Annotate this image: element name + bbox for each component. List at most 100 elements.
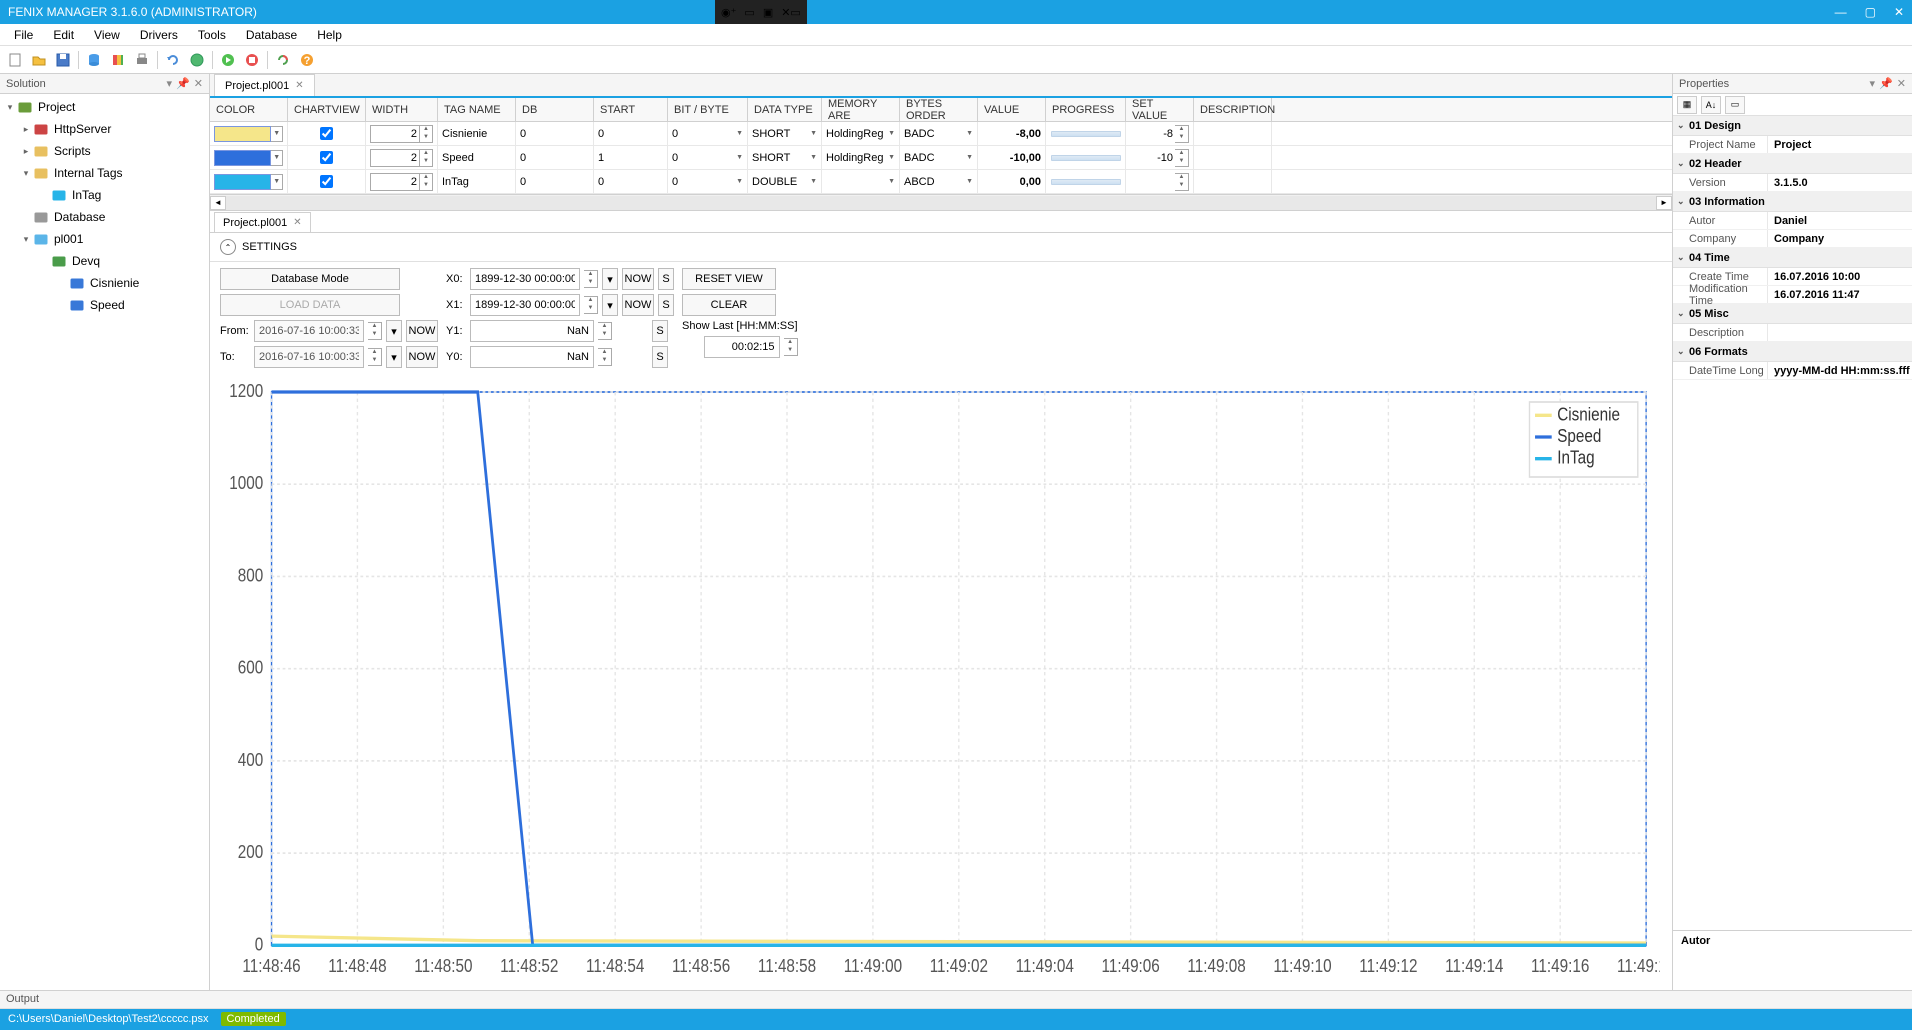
memoryarea-dropdown[interactable]: HoldingReg▼ bbox=[826, 128, 895, 140]
to-input[interactable] bbox=[254, 346, 364, 368]
table-row[interactable]: ▼ ▲▼ Speed 0 1 0▼ SHORT▼ HoldingReg▼ BAD… bbox=[210, 146, 1672, 170]
show-last-input[interactable] bbox=[704, 336, 780, 358]
y0-input[interactable] bbox=[470, 346, 594, 368]
memoryarea-dropdown[interactable]: HoldingReg▼ bbox=[826, 152, 895, 164]
undo-icon[interactable] bbox=[162, 49, 184, 71]
color-swatch[interactable] bbox=[214, 126, 271, 142]
db-blue-icon[interactable] bbox=[83, 49, 105, 71]
col-color[interactable]: COLOR bbox=[210, 98, 288, 121]
prop-page-icon[interactable]: ▭ bbox=[1725, 96, 1745, 114]
menu-view[interactable]: View bbox=[84, 25, 130, 45]
prop-row[interactable]: Project NameProject bbox=[1673, 136, 1912, 154]
color-swatch[interactable] bbox=[214, 174, 271, 190]
prop-row[interactable]: Version3.1.5.0 bbox=[1673, 174, 1912, 192]
prop-pin2-icon[interactable]: 📌 bbox=[1879, 77, 1893, 90]
tree-node-httpserver[interactable]: ▸HttpServer bbox=[2, 118, 207, 140]
color-dropdown[interactable]: ▼ bbox=[271, 174, 283, 190]
save-icon[interactable] bbox=[52, 49, 74, 71]
prop-close-icon[interactable]: ✕ bbox=[1897, 77, 1906, 90]
tree-node-cisnienie[interactable]: Cisnienie bbox=[2, 272, 207, 294]
x0-spinner[interactable]: ▲▼ bbox=[584, 270, 598, 288]
chartview-checkbox[interactable] bbox=[320, 175, 333, 188]
chartview-checkbox[interactable] bbox=[320, 127, 333, 140]
x1-input[interactable] bbox=[470, 294, 580, 316]
menu-file[interactable]: File bbox=[4, 25, 43, 45]
tree-node-scripts[interactable]: ▸Scripts bbox=[2, 140, 207, 162]
menu-drivers[interactable]: Drivers bbox=[130, 25, 188, 45]
x0-input[interactable] bbox=[470, 268, 580, 290]
col-bit-byte[interactable]: BIT / BYTE bbox=[668, 98, 748, 121]
datatype-dropdown[interactable]: DOUBLE▼ bbox=[752, 176, 817, 188]
tree-node-database[interactable]: Database bbox=[2, 206, 207, 228]
rec-icon-4[interactable]: ✕▭ bbox=[781, 6, 801, 19]
grid-hscroll[interactable]: ◄ ► bbox=[210, 194, 1672, 210]
col-memory-are[interactable]: MEMORY ARE bbox=[822, 98, 900, 121]
width-spinner[interactable]: ▲▼ bbox=[420, 125, 433, 143]
bitbyte-dropdown[interactable]: 0▼ bbox=[672, 176, 743, 188]
col-width[interactable]: WIDTH bbox=[366, 98, 438, 121]
prop-value[interactable]: 16.07.2016 11:47 bbox=[1768, 286, 1912, 303]
prop-category[interactable]: ⌄02 Header bbox=[1673, 154, 1912, 174]
prop-value[interactable]: 16.07.2016 10:00 bbox=[1768, 268, 1912, 285]
prop-value[interactable]: 3.1.5.0 bbox=[1768, 174, 1912, 191]
setvalue-spinner[interactable]: ▲▼ bbox=[1175, 173, 1189, 191]
tree-node-pl001[interactable]: ▾pl001 bbox=[2, 228, 207, 250]
open-icon[interactable] bbox=[28, 49, 50, 71]
prop-row[interactable]: AutorDaniel bbox=[1673, 212, 1912, 230]
collapse-icon[interactable]: ⌃ bbox=[220, 239, 236, 255]
table-row[interactable]: ▼ ▲▼ InTag 0 0 0▼ DOUBLE▼ ▼ ABCD▼ 0,00 ▲… bbox=[210, 170, 1672, 194]
color-swatch[interactable] bbox=[214, 150, 271, 166]
reset-view-button[interactable]: RESET VIEW bbox=[682, 268, 776, 290]
rec-icon-2[interactable]: ▭ bbox=[744, 6, 754, 19]
prop-value[interactable]: Daniel bbox=[1768, 212, 1912, 229]
datatype-dropdown[interactable]: SHORT▼ bbox=[752, 152, 817, 164]
pin-icon[interactable]: ▾ bbox=[167, 77, 173, 90]
rec-icon-1[interactable]: ◉⁺ bbox=[721, 6, 736, 19]
menu-edit[interactable]: Edit bbox=[43, 25, 84, 45]
x1-dd[interactable]: ▾ bbox=[602, 294, 618, 316]
y1-input[interactable] bbox=[470, 320, 594, 342]
tree-node-devq[interactable]: Devq bbox=[2, 250, 207, 272]
x0-now-button[interactable]: NOW bbox=[622, 268, 654, 290]
minimize-button[interactable]: — bbox=[1835, 5, 1847, 19]
menu-database[interactable]: Database bbox=[236, 25, 307, 45]
close-chart-tab-icon[interactable]: ✕ bbox=[293, 217, 301, 228]
load-data-button[interactable]: LOAD DATA bbox=[220, 294, 400, 316]
menu-tools[interactable]: Tools bbox=[188, 25, 236, 45]
pin2-icon[interactable]: 📌 bbox=[176, 77, 190, 90]
prop-value[interactable]: yyyy-MM-dd HH:mm:ss.fff bbox=[1768, 362, 1912, 379]
scroll-left-icon[interactable]: ◄ bbox=[210, 196, 226, 210]
prop-row[interactable]: Modification Time16.07.2016 11:47 bbox=[1673, 286, 1912, 304]
y0-s-button[interactable]: S bbox=[652, 346, 668, 368]
to-spinner[interactable]: ▲▼ bbox=[368, 348, 382, 366]
tree-node-project[interactable]: ▾Project bbox=[2, 96, 207, 118]
bitbyte-dropdown[interactable]: 0▼ bbox=[672, 152, 743, 164]
bitbyte-dropdown[interactable]: 0▼ bbox=[672, 128, 743, 140]
x1-s-button[interactable]: S bbox=[658, 294, 674, 316]
prop-sort-icon[interactable]: A↓ bbox=[1701, 96, 1721, 114]
memoryarea-dropdown[interactable]: ▼ bbox=[826, 178, 895, 185]
prop-cat-icon[interactable]: ▦ bbox=[1677, 96, 1697, 114]
prop-category[interactable]: ⌄03 Information bbox=[1673, 192, 1912, 212]
col-tag-name[interactable]: TAG NAME bbox=[438, 98, 516, 121]
chartview-checkbox[interactable] bbox=[320, 151, 333, 164]
new-icon[interactable] bbox=[4, 49, 26, 71]
width-spinner[interactable]: ▲▼ bbox=[420, 149, 433, 167]
prop-value[interactable] bbox=[1768, 324, 1912, 341]
y1-spinner[interactable]: ▲▼ bbox=[598, 322, 612, 340]
show-last-spinner[interactable]: ▲▼ bbox=[784, 338, 798, 356]
width-spinner[interactable]: ▲▼ bbox=[420, 173, 433, 191]
print-icon[interactable] bbox=[131, 49, 153, 71]
from-input[interactable] bbox=[254, 320, 364, 342]
database-mode-button[interactable]: Database Mode bbox=[220, 268, 400, 290]
close-panel-icon[interactable]: ✕ bbox=[194, 77, 203, 90]
grid-tab[interactable]: Project.pl001 ✕ bbox=[214, 74, 315, 96]
prop-category[interactable]: ⌄01 Design bbox=[1673, 116, 1912, 136]
x1-now-button[interactable]: NOW bbox=[622, 294, 654, 316]
prop-row[interactable]: Description bbox=[1673, 324, 1912, 342]
prop-value[interactable]: Company bbox=[1768, 230, 1912, 247]
color-dropdown[interactable]: ▼ bbox=[271, 126, 283, 142]
x1-spinner[interactable]: ▲▼ bbox=[584, 296, 598, 314]
col-progress[interactable]: PROGRESS bbox=[1046, 98, 1126, 121]
prop-category[interactable]: ⌄05 Misc bbox=[1673, 304, 1912, 324]
